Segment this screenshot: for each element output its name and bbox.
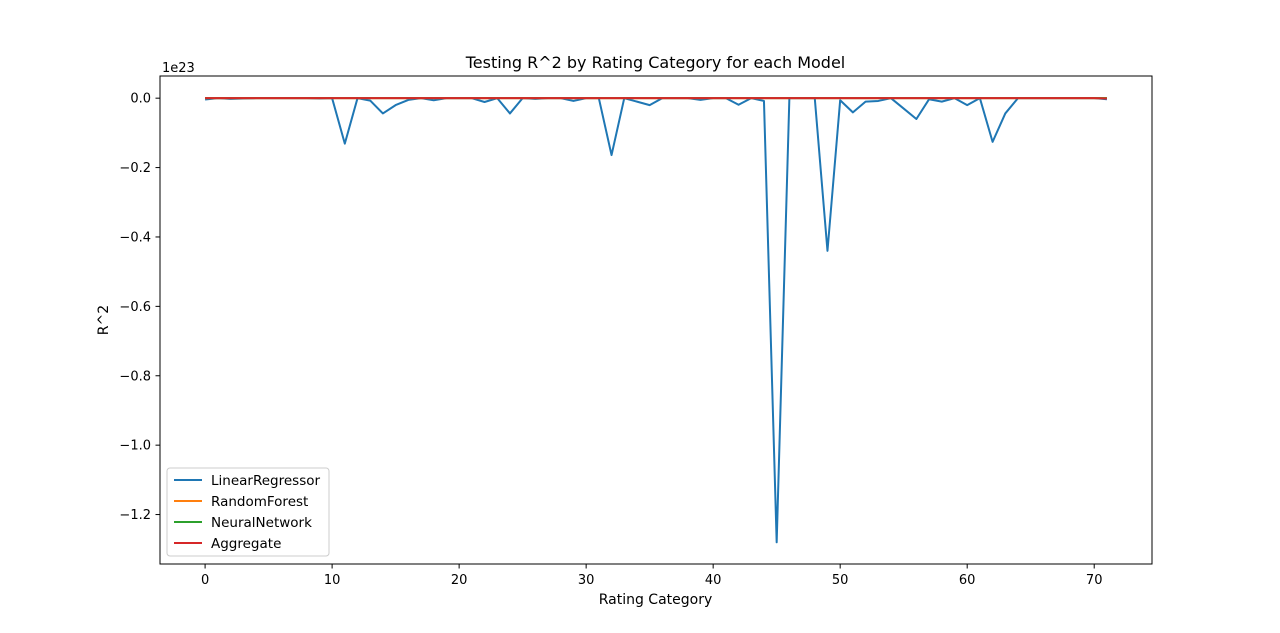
series-layer [204, 97, 1107, 544]
legend-label-aggregate: Aggregate [211, 536, 281, 552]
y-tick-label: −0.2 [119, 161, 151, 176]
x-tick-label: 40 [705, 573, 722, 588]
y-tick-label: −0.4 [119, 230, 151, 245]
x-tick-label: 10 [324, 573, 341, 588]
legend-box [166, 467, 330, 557]
y-tick-label: −1.0 [119, 439, 151, 454]
x-tick-label: 70 [1086, 573, 1103, 588]
series-line-linearregressor [204, 97, 1107, 544]
y-tick-label: −0.8 [119, 369, 151, 384]
legend-label-neuralnetwork: NeuralNetwork [211, 515, 312, 531]
legend-label-randomforest: RandomForest [211, 494, 308, 510]
legend: LinearRegressor RandomForest NeuralNetwork… [166, 467, 330, 557]
y-axis-title: R^2 [96, 305, 112, 335]
y-axis: 0.0 −0.2 −0.4 −0.6 −0.8 −1.0 −1.2 [119, 92, 160, 523]
x-tick-label: 0 [201, 573, 209, 588]
y-tick-label: −0.6 [119, 300, 151, 315]
y-offset-label: 1e23 [162, 61, 195, 76]
legend-label-linearregressor: LinearRegressor [211, 473, 320, 489]
x-tick-label: 20 [451, 573, 468, 588]
x-tick-label: 60 [959, 573, 976, 588]
y-tick-label: −1.2 [119, 508, 151, 523]
x-tick-label: 50 [832, 573, 849, 588]
x-axis: 0 10 20 30 40 50 60 70 [201, 564, 1103, 588]
plot-frame [159, 75, 1153, 565]
x-axis-title: Rating Category [599, 592, 713, 608]
y-tick-label: 0.0 [130, 92, 151, 107]
chart-title: Testing R^2 by Rating Category for each … [465, 53, 845, 72]
x-tick-label: 30 [578, 573, 595, 588]
